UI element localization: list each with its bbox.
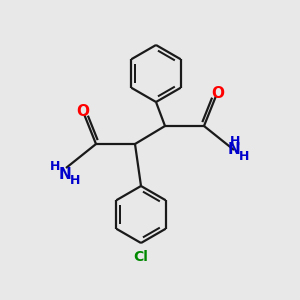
Text: Cl: Cl [134, 250, 148, 264]
Text: H: H [50, 160, 61, 173]
Text: N: N [228, 142, 240, 158]
Text: H: H [70, 173, 80, 187]
Text: H: H [230, 135, 241, 148]
Text: O: O [211, 86, 224, 101]
Text: N: N [58, 167, 71, 182]
Text: O: O [76, 104, 89, 119]
Text: H: H [239, 149, 250, 163]
